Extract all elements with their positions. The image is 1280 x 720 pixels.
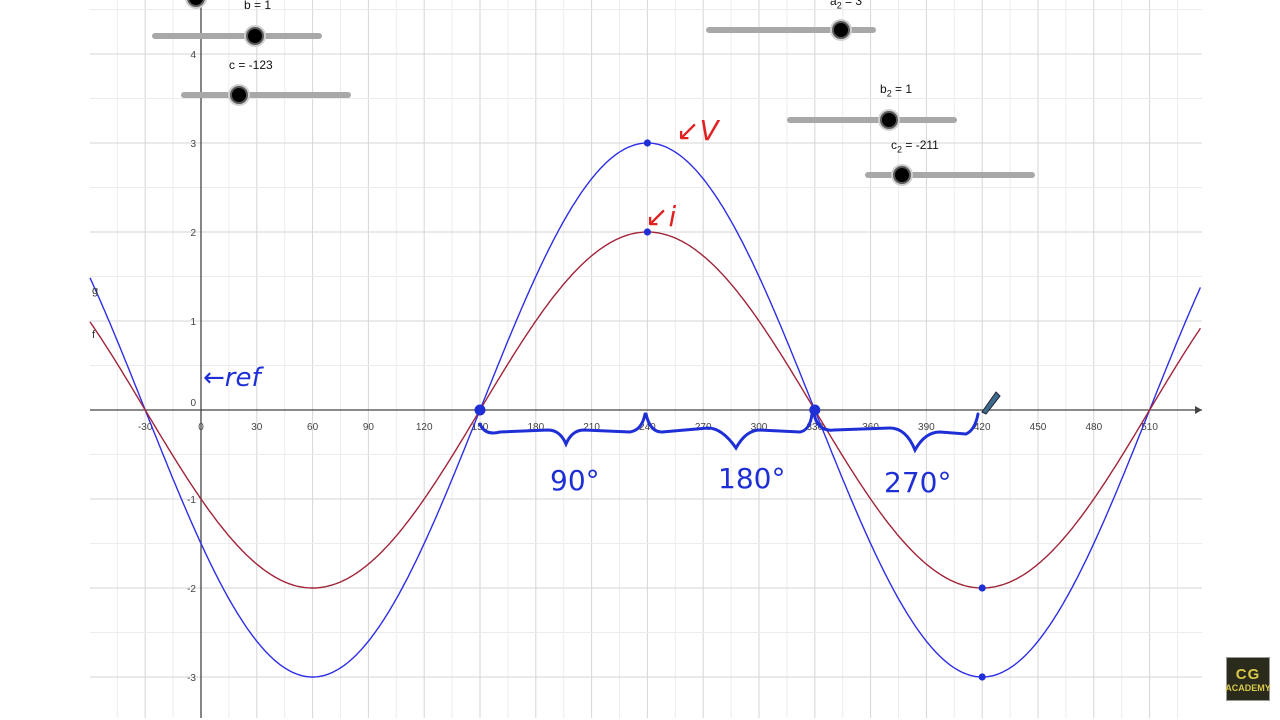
slider-c2-track[interactable] xyxy=(865,172,1035,178)
deg180-annotation: 180° xyxy=(718,462,785,495)
data-point xyxy=(978,673,986,681)
x-tick-label: 240 xyxy=(639,422,656,433)
y-tick-label: 1 xyxy=(190,317,196,328)
y-tick-label: -2 xyxy=(187,584,196,595)
slider-c2-knob[interactable] xyxy=(893,166,911,184)
x-tick-label: 330 xyxy=(806,422,823,433)
brace-90-180 xyxy=(644,412,814,451)
slider-b2-label: b2 = 1 xyxy=(880,82,913,99)
x-tick-label: 300 xyxy=(751,422,768,433)
x-tick-label: 450 xyxy=(1030,422,1047,433)
slider-b-track[interactable] xyxy=(152,33,322,39)
data-point xyxy=(643,139,652,147)
series-f-label: f xyxy=(92,329,96,341)
y-tick-label: 3 xyxy=(190,139,196,150)
series-g-label: g xyxy=(92,285,98,297)
y-tick-label: -3 xyxy=(187,673,196,684)
x-axis-arrow-icon xyxy=(1195,406,1202,414)
x-tick-label: 390 xyxy=(918,422,935,433)
points xyxy=(474,139,986,681)
x-tick-label: -30 xyxy=(138,422,153,433)
slider-b-label: b = 1 xyxy=(244,0,272,12)
slider-a2-label: a2 = 3 xyxy=(830,0,863,11)
x-tick-label: 480 xyxy=(1085,422,1102,433)
deg270-annotation: 270° xyxy=(884,466,951,499)
slider-a2-track[interactable] xyxy=(706,27,876,33)
x-tick-label: 210 xyxy=(583,422,600,433)
slider-b2-track[interactable] xyxy=(787,117,957,123)
logo-line2: ACADEMY xyxy=(1225,682,1271,693)
slider-b2-knob[interactable] xyxy=(880,111,898,129)
y-tick-label: 4 xyxy=(190,50,196,61)
x-tick-label: 60 xyxy=(307,422,319,433)
slider-a2-knob[interactable] xyxy=(832,21,850,39)
logo-line1: CG xyxy=(1235,665,1261,683)
i-annotation: ↙i xyxy=(645,200,676,233)
slider-c2-label: c2 = -211 xyxy=(891,138,939,155)
y-tick-label: 2 xyxy=(190,228,196,239)
axes xyxy=(90,0,1202,718)
slider-c-label: c = -123 xyxy=(229,58,273,72)
x-tick-label: 120 xyxy=(416,422,433,433)
x-tick-label: 0 xyxy=(198,422,204,433)
x-tick-label: 510 xyxy=(1141,422,1158,433)
brace-0-90 xyxy=(478,412,647,448)
x-tick-label: 180 xyxy=(527,422,544,433)
x-tick-label: 90 xyxy=(363,422,375,433)
data-point xyxy=(978,584,986,592)
x-tick-label: 420 xyxy=(974,422,991,433)
brace-180-270 xyxy=(812,412,980,454)
slider-c-track[interactable] xyxy=(181,92,351,98)
slider-b-knob[interactable] xyxy=(246,27,264,45)
data-point xyxy=(474,404,486,416)
slider-c-knob[interactable] xyxy=(230,86,248,104)
handwritten-annotations: ←ref ↙V ↙i 90° 180° 270° xyxy=(203,114,1001,499)
x-tick-label: 30 xyxy=(251,422,263,433)
v-annotation: ↙V xyxy=(676,114,720,147)
grid xyxy=(90,0,1202,718)
ref-annotation: ←ref xyxy=(203,363,264,393)
academy-logo: CG ACADEMY xyxy=(1225,657,1271,701)
y-tick-label: -1 xyxy=(187,495,196,506)
data-point xyxy=(643,228,652,236)
pen-cursor-icon xyxy=(981,391,1001,415)
y-tick-label: 0 xyxy=(190,398,196,409)
deg90-annotation: 90° xyxy=(550,464,600,497)
